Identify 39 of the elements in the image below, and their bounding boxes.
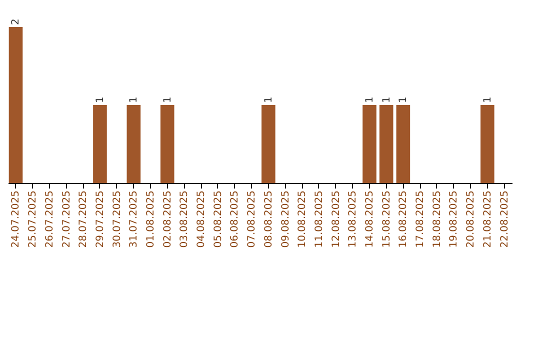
x-tick-label: 30.07.2025 [112, 190, 123, 248]
x-tick-label: 20.08.2025 [466, 190, 477, 248]
x-tick-label: 27.07.2025 [61, 190, 72, 248]
x-tick-label: 07.08.2025 [246, 190, 258, 248]
x-tick-label: 15.08.2025 [381, 190, 392, 248]
x-tick-label: 02.08.2025 [162, 190, 174, 248]
x-tick-label: 05.08.2025 [212, 190, 224, 248]
x-tick-label: 18.08.2025 [432, 190, 443, 248]
x-tick-label: 25.07.2025 [28, 190, 39, 248]
data-label: 1 [398, 96, 410, 103]
x-tick-label: 08.08.2025 [263, 190, 274, 248]
x-tick-label: 29.07.2025 [94, 190, 106, 248]
x-tick-label: 11.08.2025 [314, 190, 325, 248]
x-tick-label: 04.08.2025 [196, 190, 208, 248]
x-tick-label: 10.08.2025 [297, 190, 308, 248]
x-tick-label: 28.07.2025 [78, 190, 90, 248]
x-tick-label: 01.08.2025 [146, 190, 157, 248]
x-tick-label: 14.08.2025 [364, 190, 376, 248]
x-tick-label: 21.08.2025 [482, 190, 494, 248]
data-label: 1 [482, 96, 494, 103]
x-tick-label: 13.08.2025 [348, 190, 359, 248]
x-tick-label: 22.08.2025 [499, 190, 510, 248]
x-tick-label: 03.08.2025 [179, 190, 190, 248]
data-label: 2 [10, 18, 22, 25]
x-tick-label: 16.08.2025 [398, 190, 410, 248]
data-label: 1 [263, 96, 274, 103]
data-label: 1 [364, 96, 376, 103]
x-tick-label: 26.07.2025 [44, 190, 56, 248]
x-tick-label: 24.07.2025 [10, 190, 22, 248]
data-label: 1 [162, 96, 174, 103]
x-tick-label: 09.08.2025 [280, 190, 292, 248]
x-tick-label: 06.08.2025 [230, 190, 241, 248]
x-tick-label: 12.08.2025 [330, 190, 342, 248]
x-tick-label: 17.08.2025 [415, 190, 426, 248]
x-tick-label: 31.07.2025 [128, 190, 140, 248]
data-label: 1 [381, 96, 392, 103]
data-label: 1 [94, 96, 106, 103]
x-tick-label: 19.08.2025 [448, 190, 460, 248]
data-label: 1 [128, 96, 140, 103]
